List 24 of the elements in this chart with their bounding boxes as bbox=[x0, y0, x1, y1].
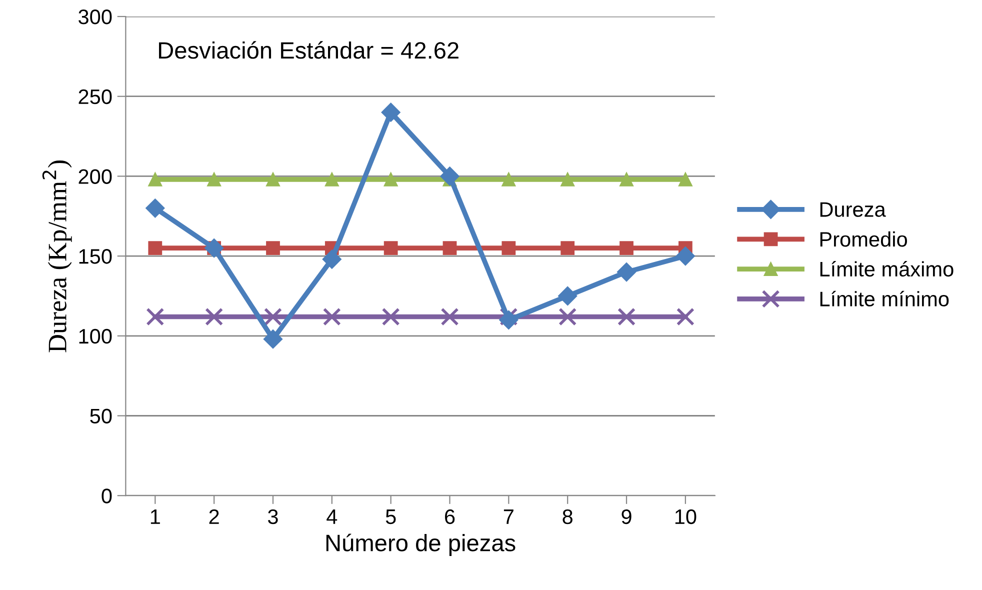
y-tick-label: 50 bbox=[90, 408, 112, 424]
x-axis-title: Número de piezas bbox=[326, 534, 516, 556]
legend-label: Límite mínimo bbox=[820, 290, 949, 306]
x-tick-label: 10 bbox=[675, 509, 696, 524]
legend-label: Dureza bbox=[820, 202, 886, 217]
x-tick-label: 9 bbox=[622, 509, 632, 524]
y-axis-title: Dureza (Kp/mm$^{2}$) bbox=[42, 160, 72, 352]
y-tick-label: 100 bbox=[79, 328, 112, 344]
legend-label: Promedio bbox=[820, 231, 907, 247]
x-tick-label: 5 bbox=[386, 510, 396, 524]
x-tick-label: 7 bbox=[504, 510, 514, 524]
y-tick-label: 150 bbox=[79, 249, 112, 264]
y-tick-label: 200 bbox=[78, 169, 112, 184]
x-tick-label: 1 bbox=[150, 510, 160, 524]
y-tick-label: 0 bbox=[102, 488, 112, 504]
annotation: Desviación Estándar = 42.62 bbox=[159, 41, 458, 59]
x-tick-label: 3 bbox=[268, 509, 278, 524]
y-tick-label: 250 bbox=[78, 89, 112, 104]
x-tick-label: 8 bbox=[562, 509, 572, 524]
y-tick-label: 300 bbox=[78, 10, 112, 24]
x-tick-label: 4 bbox=[326, 510, 338, 524]
legend-label: Límite máximo bbox=[820, 261, 954, 277]
x-tick-label: 6 bbox=[445, 509, 455, 524]
x-tick-label: 2 bbox=[209, 509, 219, 524]
